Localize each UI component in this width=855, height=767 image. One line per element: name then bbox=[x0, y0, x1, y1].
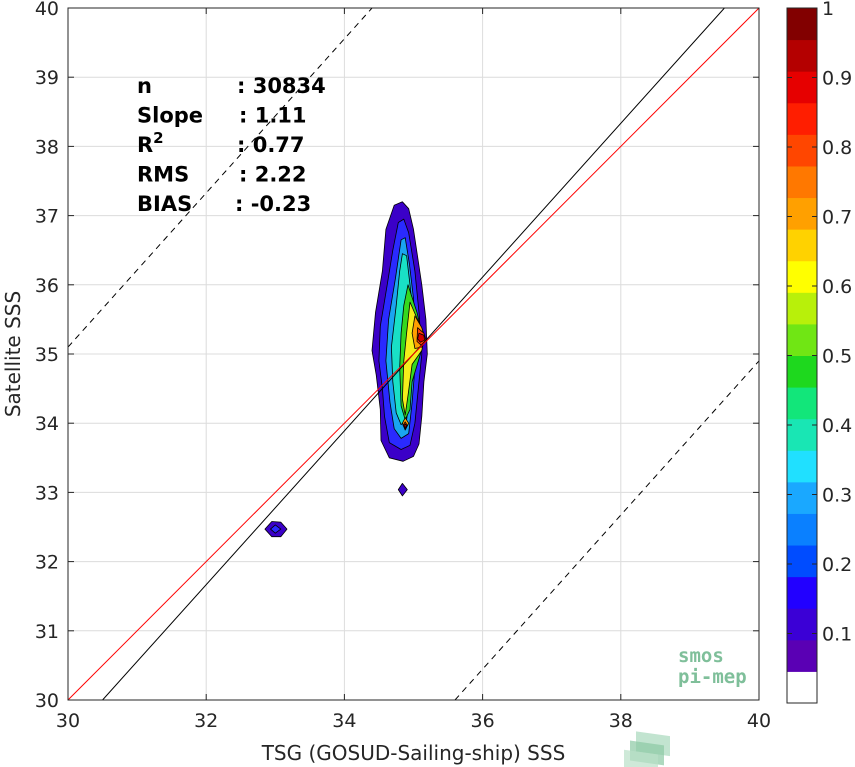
y-axis-ticks: 30 31 32 33 34 35 36 37 38 39 40 bbox=[35, 0, 759, 712]
smos-pi-mep-logo: smos pi-mep bbox=[624, 645, 747, 767]
colorbar-tick-label: 0.1 bbox=[822, 624, 852, 646]
colorbar-segment bbox=[787, 260, 817, 293]
stat-label: n bbox=[137, 74, 152, 98]
colorbar-segment bbox=[787, 481, 817, 514]
colorbar-segment bbox=[787, 165, 817, 199]
x-tick-label: 32 bbox=[194, 710, 218, 732]
stat-label: Slope bbox=[137, 104, 203, 128]
lower-bound-line bbox=[454, 360, 759, 700]
x-axis-label: TSG (GOSUD-Sailing-ship) SSS bbox=[261, 741, 566, 765]
y-tick-label: 35 bbox=[35, 344, 59, 366]
colorbar-segment bbox=[787, 197, 817, 230]
y-tick-label: 39 bbox=[35, 67, 59, 89]
density-contours bbox=[264, 201, 428, 538]
x-tick-label: 40 bbox=[747, 710, 771, 732]
x-tick-label: 38 bbox=[609, 710, 633, 732]
reference-lines bbox=[68, 8, 759, 700]
colorbar-segment bbox=[787, 355, 817, 388]
density-contour-level bbox=[417, 332, 425, 343]
colorbar-tick-label: 0.8 bbox=[822, 137, 852, 159]
y-tick-label: 36 bbox=[35, 275, 59, 297]
colorbar-tick-label: 1 bbox=[822, 0, 834, 20]
colorbar-segment bbox=[787, 292, 817, 325]
colorbar-segment bbox=[787, 418, 817, 451]
colorbar-segment bbox=[787, 71, 817, 104]
colorbar-segment bbox=[787, 102, 817, 135]
colorbar-segment bbox=[787, 134, 817, 167]
colorbar-segment bbox=[787, 671, 817, 704]
stat-value: : -0.23 bbox=[235, 192, 311, 216]
y-tick-label: 32 bbox=[35, 552, 59, 574]
y-tick-label: 37 bbox=[35, 206, 59, 228]
colorbar-tick-label: 0.5 bbox=[822, 346, 852, 368]
logo-text-line2: pi-mep bbox=[678, 666, 747, 688]
colorbar-segment bbox=[787, 39, 817, 72]
stat-value: : 30834 bbox=[237, 74, 326, 98]
colorbar-segment bbox=[787, 608, 817, 641]
density-contour-level bbox=[270, 524, 282, 534]
colorbar-tick-label: 0.2 bbox=[822, 554, 852, 576]
colorbar-tick-label: 0.9 bbox=[822, 68, 852, 90]
stat-value: : 2.22 bbox=[239, 163, 307, 187]
colorbar-segment bbox=[787, 576, 817, 609]
stat-label: RMS bbox=[137, 163, 189, 187]
y-tick-label: 40 bbox=[35, 0, 59, 20]
colorbar-segment bbox=[787, 8, 817, 41]
x-axis-ticks: 30 32 34 36 38 40 bbox=[56, 8, 771, 732]
density-contour-level bbox=[403, 423, 407, 428]
x-tick-label: 36 bbox=[471, 710, 495, 732]
colorbar-tick-label: 0.7 bbox=[822, 207, 852, 229]
colorbar-segment bbox=[787, 323, 817, 356]
colorbar-tick-label: 0.4 bbox=[822, 415, 852, 437]
colorbar-segment bbox=[787, 450, 817, 483]
logo-text-line1: smos bbox=[678, 645, 724, 667]
y-tick-label: 30 bbox=[35, 690, 59, 712]
colorbar: 0.1 0.2 0.3 0.4 0.5 0.6 0.7 0.8 0.9 1 bbox=[786, 0, 852, 704]
colorbar-tick-label: 0.6 bbox=[822, 276, 852, 298]
y-tick-label: 38 bbox=[35, 136, 59, 158]
colorbar-segment bbox=[787, 513, 817, 546]
x-tick-label: 34 bbox=[332, 710, 356, 732]
upper-bound-line bbox=[68, 8, 373, 348]
y-tick-label: 34 bbox=[35, 413, 59, 435]
stat-value: : 0.77 bbox=[237, 133, 305, 157]
colorbar-segment bbox=[787, 545, 817, 578]
density-contour-level bbox=[397, 483, 408, 497]
colorbar-segment bbox=[787, 229, 817, 262]
colorbar-segment bbox=[787, 387, 817, 420]
y-tick-label: 31 bbox=[35, 621, 59, 643]
y-axis-label: Satellite SSS bbox=[1, 291, 25, 417]
regression-line bbox=[68, 8, 759, 700]
x-tick-label: 30 bbox=[56, 710, 80, 732]
stat-value: : 1.11 bbox=[239, 104, 307, 128]
colorbar-segment bbox=[787, 639, 817, 672]
colorbar-tick-label: 0.3 bbox=[822, 485, 852, 507]
stat-label: BIAS bbox=[137, 192, 192, 216]
y-tick-label: 33 bbox=[35, 482, 59, 504]
